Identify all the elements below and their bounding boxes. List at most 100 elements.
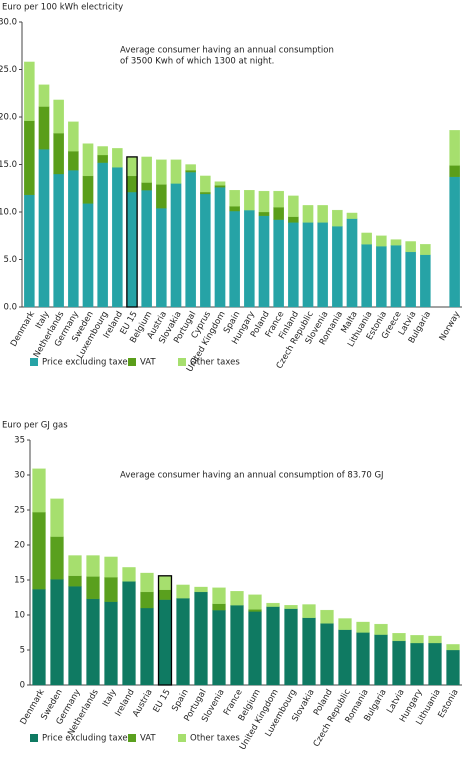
bar-segment bbox=[24, 120, 35, 196]
bar-outline bbox=[126, 156, 138, 308]
bar-segment bbox=[82, 175, 94, 204]
bar-segment bbox=[317, 222, 328, 308]
bar-segment bbox=[156, 184, 167, 209]
legend-swatch bbox=[128, 734, 136, 742]
bar-segment bbox=[230, 605, 244, 686]
bar-segment bbox=[229, 189, 240, 207]
y-tick-label: 15 bbox=[14, 576, 25, 586]
legend-label: Other taxes bbox=[190, 358, 240, 368]
bar-segment bbox=[229, 210, 240, 308]
bar-segment bbox=[229, 206, 240, 212]
bar-segment bbox=[140, 607, 154, 686]
bar-segment bbox=[258, 211, 270, 216]
bar-segment bbox=[273, 207, 284, 220]
bar-segment bbox=[390, 239, 402, 246]
bar-segment bbox=[141, 189, 152, 308]
bar-segment bbox=[288, 222, 299, 308]
y-tick-label: 20 bbox=[14, 541, 25, 551]
bar-segment bbox=[376, 235, 387, 247]
bar-segment bbox=[449, 176, 460, 308]
bar-segment bbox=[302, 617, 316, 686]
bar-outline bbox=[157, 575, 173, 686]
bar-segment bbox=[53, 132, 64, 175]
bar-segment bbox=[302, 205, 314, 223]
bar-segment bbox=[194, 591, 208, 686]
bar-segment bbox=[405, 241, 416, 253]
annotation: Average consumer having an annual consum… bbox=[120, 46, 334, 56]
bar-segment bbox=[346, 218, 358, 308]
bar-segment bbox=[374, 623, 388, 635]
bar-segment bbox=[410, 642, 424, 686]
bar-segment bbox=[50, 536, 64, 580]
bar-segment bbox=[126, 175, 138, 193]
bar-segment bbox=[122, 581, 136, 686]
bar-segment bbox=[284, 605, 298, 609]
bar-segment bbox=[332, 226, 343, 308]
bar-segment bbox=[214, 185, 226, 188]
bar-segment bbox=[244, 209, 255, 308]
bar-segment bbox=[185, 171, 196, 308]
bar-segment bbox=[68, 586, 82, 686]
annotation: Average consumer having an annual consum… bbox=[120, 471, 384, 481]
y-tick-label: 35 bbox=[14, 436, 25, 446]
bar-segment bbox=[405, 251, 416, 308]
bar-segment bbox=[50, 579, 64, 686]
y-axis-label: Euro per GJ gas bbox=[2, 421, 68, 431]
bar-segment bbox=[449, 165, 460, 177]
bar-segment bbox=[50, 498, 64, 537]
bar-segment bbox=[68, 575, 82, 587]
bar-segment bbox=[176, 584, 190, 599]
bar-segment bbox=[86, 576, 100, 600]
bar-segment bbox=[24, 194, 35, 308]
x-tick-label: EU 15 bbox=[152, 688, 173, 715]
bar-segment bbox=[392, 633, 406, 642]
bar-segment bbox=[112, 167, 123, 308]
bar-segment bbox=[346, 212, 358, 219]
bar-segment bbox=[104, 556, 118, 578]
x-tick-label: Norway bbox=[438, 310, 463, 343]
bar-segment bbox=[446, 644, 460, 651]
y-tick-label: 5.0 bbox=[3, 255, 17, 265]
bar-segment bbox=[410, 635, 424, 644]
bar-segment bbox=[185, 170, 196, 173]
x-tick-label: Italy bbox=[101, 688, 119, 709]
legend-label: Other taxes bbox=[190, 734, 240, 744]
bar-segment bbox=[32, 588, 46, 686]
bar-segment bbox=[126, 191, 138, 308]
annotation: of 3500 Kwh of which 1300 at night. bbox=[120, 57, 274, 67]
bar-segment bbox=[68, 121, 79, 152]
bar-segment bbox=[288, 216, 299, 223]
bar-segment bbox=[214, 181, 226, 186]
bar-segment bbox=[38, 106, 50, 150]
y-tick-label: 10.0 bbox=[0, 208, 17, 218]
bar-segment bbox=[356, 621, 370, 633]
bar-segment bbox=[320, 609, 334, 624]
bar-segment bbox=[97, 146, 108, 156]
bar-segment bbox=[376, 246, 387, 308]
bar-segment bbox=[266, 602, 280, 607]
legend-label: Price excluding taxes bbox=[42, 734, 133, 744]
bar-segment bbox=[302, 222, 314, 308]
bar-segment bbox=[53, 173, 64, 308]
bar-segment bbox=[212, 609, 226, 686]
bar-segment bbox=[446, 649, 460, 686]
bar-segment bbox=[428, 642, 442, 686]
bar-segment bbox=[214, 187, 226, 308]
y-tick-label: 30 bbox=[14, 471, 25, 481]
bar-segment bbox=[248, 609, 262, 612]
bar-segment bbox=[38, 84, 50, 107]
bar-segment bbox=[32, 511, 46, 590]
bar-segment bbox=[390, 245, 402, 308]
bar-segment bbox=[82, 143, 94, 177]
bar-segment bbox=[112, 148, 123, 168]
bar-segment bbox=[158, 575, 172, 590]
y-tick-label: 25.0 bbox=[0, 65, 17, 75]
legend-swatch bbox=[178, 734, 186, 742]
bar-segment bbox=[82, 203, 94, 308]
bar-segment bbox=[141, 156, 152, 183]
x-tick-label: Denmark bbox=[9, 310, 37, 349]
bar-segment bbox=[122, 567, 136, 582]
bar-segment bbox=[140, 591, 154, 609]
bar-segment bbox=[158, 589, 172, 600]
